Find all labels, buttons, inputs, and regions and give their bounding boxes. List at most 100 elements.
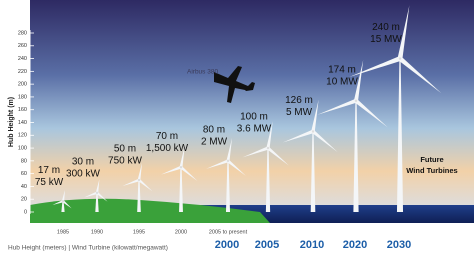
turbine-hub: [311, 130, 315, 133]
power-label: 1,500 kW: [146, 143, 189, 154]
turbine-blade: [397, 5, 410, 59]
y-tick-label: 220: [18, 69, 27, 75]
value-label: 174 m: [328, 64, 356, 75]
land: [30, 198, 270, 223]
y-tick-label: 240: [18, 56, 27, 62]
value-label: 240 m: [372, 22, 400, 33]
projection-label: 2020: [343, 239, 367, 251]
y-tick-label: 60: [21, 171, 27, 177]
y-tick-label: 280: [18, 30, 27, 36]
power-label: 300 kW: [66, 168, 100, 179]
y-tick-label: 120: [18, 133, 27, 139]
turbine-blade: [122, 178, 140, 187]
turbine-hub: [398, 57, 402, 60]
y-tick-label: 140: [18, 120, 27, 126]
projection-label: 2000: [215, 239, 239, 251]
x-tick-label: 1995: [133, 229, 145, 235]
annotation: Airbus 380: [187, 69, 218, 76]
y-tick-label: 260: [18, 43, 27, 49]
turbine-blade: [311, 99, 319, 132]
turbine-blade: [95, 179, 100, 194]
y-tick-label: 160: [18, 107, 27, 113]
x-tick-label: 1990: [91, 229, 103, 235]
turbine: [282, 99, 338, 212]
power-label: 3.6 MW: [237, 124, 272, 135]
turbine-blade: [311, 130, 338, 153]
turbine-tower: [179, 167, 183, 212]
power-label: 15 MW: [370, 34, 402, 45]
power-label: 5 MW: [286, 107, 313, 118]
turbine-tower: [225, 160, 231, 212]
turbine-tower: [61, 201, 65, 212]
turbine-blade: [96, 191, 108, 202]
value-label: 17 m: [38, 165, 60, 176]
turbine-blade: [62, 200, 72, 209]
turbine-blade: [282, 129, 314, 143]
value-label: 70 m: [156, 131, 178, 142]
turbine-blade: [353, 60, 364, 102]
turbine: [349, 5, 442, 213]
turbine-blade: [180, 166, 198, 182]
turbine: [317, 60, 388, 212]
turbine-blade: [160, 165, 182, 175]
turbine-blade: [398, 56, 442, 94]
power-label: 75 kW: [35, 177, 64, 188]
turbine-blade: [226, 137, 233, 162]
future-label: Wind Turbines: [406, 166, 457, 175]
turbine-blade: [52, 200, 64, 205]
turbine: [52, 190, 72, 212]
projection-label: 2005: [255, 239, 279, 251]
turbine-blade: [84, 191, 98, 198]
y-tick-label: 40: [21, 184, 27, 190]
y-tick-label: 100: [18, 146, 27, 152]
y-tick-label: 0: [24, 209, 27, 215]
turbine: [160, 146, 198, 212]
turbine-blade: [137, 162, 143, 181]
turbine-tower: [396, 58, 404, 213]
airplane: [214, 66, 255, 103]
value-label: 126 m: [285, 95, 313, 106]
y-tick-label: 80: [21, 158, 27, 164]
power-label: 750 kW: [108, 156, 142, 167]
y-tick-label: 180: [18, 94, 27, 100]
footer: Hub Height (meters) | Wind Turbine (kilo…: [8, 245, 168, 252]
turbine-blade: [227, 159, 246, 176]
turbine-blade: [61, 190, 65, 202]
value-label: 80 m: [203, 124, 225, 135]
projection-label: 2030: [387, 239, 411, 251]
power-label: 2 MW: [201, 136, 228, 147]
y-axis-label: Hub Height (m): [8, 97, 15, 147]
turbine-hub: [179, 166, 183, 169]
turbine-blade: [349, 56, 401, 78]
turbine-hub: [95, 191, 99, 195]
turbine-blade: [138, 179, 153, 192]
turbine-hub: [137, 178, 141, 182]
turbine-hub: [226, 159, 230, 163]
turbine: [206, 137, 246, 212]
turbine-tower: [353, 100, 359, 212]
value-label: 100 m: [240, 112, 268, 123]
turbine-tower: [310, 131, 316, 212]
turbine-hub: [354, 99, 358, 102]
turbine-blade: [266, 146, 289, 166]
x-tick-label: 2005 to present: [209, 229, 248, 235]
power-label: 10 MW: [326, 76, 358, 87]
turbine-blade: [206, 159, 229, 169]
turbine: [122, 162, 153, 212]
projection-label: 2010: [300, 239, 324, 251]
value-label: 50 m: [114, 144, 136, 155]
sky: [30, 0, 474, 214]
turbine-blade: [266, 121, 273, 149]
x-tick-label: 2000: [175, 229, 187, 235]
value-label: 30 m: [72, 156, 94, 167]
turbine-blade: [242, 146, 269, 158]
turbine-blade: [354, 99, 388, 128]
y-tick-label: 20: [21, 197, 27, 203]
future-label: Future: [420, 155, 443, 164]
turbine-tower: [95, 192, 99, 212]
turbine-tower: [265, 148, 271, 212]
turbine: [84, 179, 108, 212]
turbine-blade: [317, 98, 357, 115]
turbine-blade: [179, 146, 185, 168]
